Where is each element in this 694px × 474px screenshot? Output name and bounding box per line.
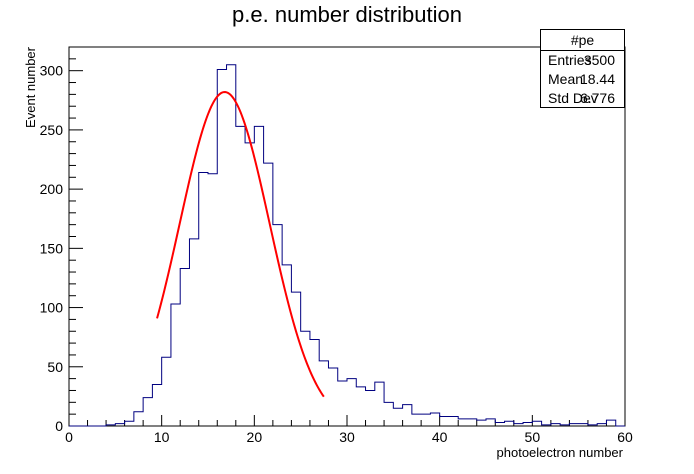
y-axis: 0 50 100 150 200 250 300 <box>40 58 83 434</box>
y-tick-label: 150 <box>40 240 64 256</box>
x-tick-label: 30 <box>339 429 355 445</box>
stats-value: 18.44 <box>579 71 615 87</box>
stats-row-std-dev: Std Dev 6.776 <box>541 89 624 108</box>
x-tick-label: 20 <box>247 429 263 445</box>
stats-label: Mean <box>548 71 584 87</box>
x-tick-label: 40 <box>432 429 448 445</box>
stats-box: #pe Entries 3500 Mean 18.44 Std Dev 6.77… <box>540 29 625 108</box>
y-tick-label: 100 <box>40 300 64 316</box>
stats-row-mean: Mean 18.44 <box>541 70 624 89</box>
stats-title: #pe <box>541 30 624 51</box>
stats-value: 6.776 <box>579 90 615 106</box>
y-tick-label: 50 <box>47 359 63 375</box>
gaussian-fit-curve <box>156 91 325 398</box>
stats-row-entries: Entries 3500 <box>541 51 624 70</box>
stats-value: 3500 <box>583 52 615 68</box>
x-tick-label: 0 <box>65 429 73 445</box>
y-tick-label: 0 <box>55 418 63 434</box>
x-tick-label: 10 <box>154 429 170 445</box>
histogram-series <box>69 64 625 427</box>
stats-label: Std Dev <box>548 90 598 106</box>
y-tick-label: 200 <box>40 181 64 197</box>
chart-title: p.e. number distribution <box>232 2 462 27</box>
y-tick-label: 250 <box>40 122 64 138</box>
y-tick-label: 300 <box>40 63 64 79</box>
y-axis-label: Event number <box>23 46 38 128</box>
x-axis-label: photoelectron number <box>497 445 624 460</box>
x-axis: 0 10 20 30 40 50 60 <box>65 415 633 445</box>
stats-label: Entries <box>548 52 592 68</box>
x-tick-label: 50 <box>525 429 541 445</box>
x-tick-label: 60 <box>617 429 633 445</box>
